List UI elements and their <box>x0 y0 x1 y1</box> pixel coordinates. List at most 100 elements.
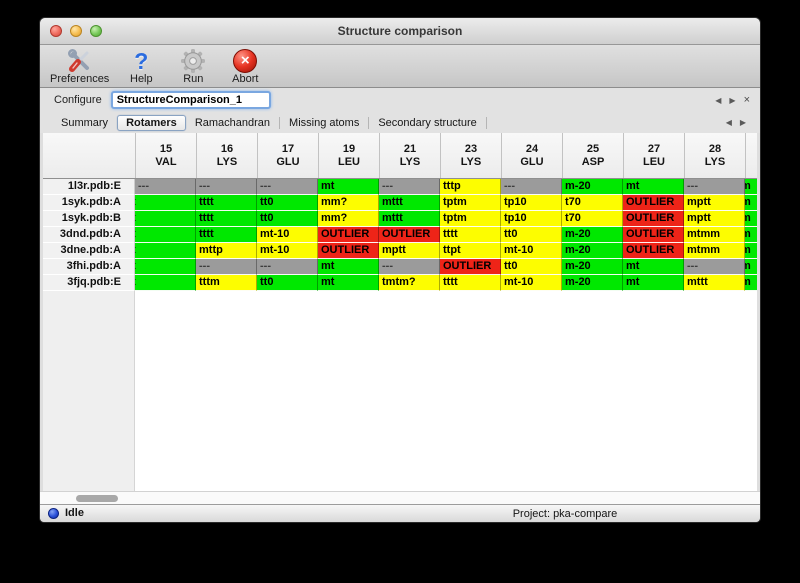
tab-ramachandran[interactable]: Ramachandran <box>194 116 271 129</box>
table-cell[interactable]: mttt <box>379 195 440 211</box>
row-label[interactable]: 3fjq.pdb:E <box>43 275 135 291</box>
header-cell-24[interactable]: 24 GLU <box>501 133 562 178</box>
table-cell[interactable]: --- <box>684 259 745 275</box>
table-cell[interactable]: mptt <box>379 243 440 259</box>
table-cell[interactable]: mt <box>318 259 379 275</box>
preferences-button[interactable]: Preferences <box>50 47 109 85</box>
header-cell-17[interactable]: 17 GLU <box>257 133 318 178</box>
table-cell[interactable]: t <box>135 243 196 259</box>
table-cell[interactable]: ttpt <box>440 243 501 259</box>
tab-scroll-left-icon[interactable]: ◀ <box>725 118 732 127</box>
table-cell-partial[interactable]: m <box>745 211 757 227</box>
table-cell[interactable]: tp10 <box>501 195 562 211</box>
close-configuration-icon[interactable]: × <box>743 94 750 106</box>
table-cell[interactable]: mt <box>318 275 379 291</box>
table-cell[interactable]: t70 <box>562 195 623 211</box>
table-cell-partial[interactable]: m <box>745 275 757 291</box>
table-cell[interactable]: --- <box>196 259 257 275</box>
table-cell[interactable]: m-20 <box>562 243 623 259</box>
table-cell[interactable]: OUTLIER <box>623 195 684 211</box>
table-cell[interactable]: mptt <box>684 211 745 227</box>
horizontal-scrollbar[interactable] <box>40 491 760 504</box>
table-cell[interactable]: OUTLIER <box>318 243 379 259</box>
help-button[interactable]: ? Help <box>121 47 161 85</box>
table-cell[interactable]: mttt <box>379 211 440 227</box>
table-cell[interactable]: tttt <box>196 211 257 227</box>
table-cell[interactable]: t <box>135 259 196 275</box>
header-cell-23[interactable]: 23 LYS <box>440 133 501 178</box>
minimize-button[interactable] <box>70 25 82 37</box>
table-cell[interactable]: mt <box>318 179 379 195</box>
tab-secondary-structure[interactable]: Secondary structure <box>378 116 477 129</box>
table-cell[interactable]: mt-10 <box>257 243 318 259</box>
table-cell[interactable]: --- <box>501 179 562 195</box>
abort-button[interactable]: × Abort <box>225 47 265 85</box>
table-cell[interactable]: mtmm <box>684 243 745 259</box>
table-cell[interactable]: OUTLIER <box>318 227 379 243</box>
table-cell[interactable]: tmtm? <box>379 275 440 291</box>
table-cell[interactable]: tttt <box>196 195 257 211</box>
table-cell[interactable]: mt <box>623 259 684 275</box>
header-cell-19[interactable]: 19 LEU <box>318 133 379 178</box>
table-cell-partial[interactable]: m <box>745 227 757 243</box>
table-cell[interactable]: --- <box>257 179 318 195</box>
table-cell[interactable]: mt-10 <box>257 227 318 243</box>
run-button[interactable]: Run <box>173 47 213 85</box>
table-cell[interactable]: t <box>135 275 196 291</box>
table-cell[interactable]: tttm <box>196 275 257 291</box>
table-cell[interactable]: tptm <box>440 195 501 211</box>
table-cell[interactable]: mt-10 <box>501 243 562 259</box>
table-cell[interactable]: tt0 <box>501 259 562 275</box>
table-cell-partial[interactable]: m <box>745 179 757 195</box>
table-cell[interactable]: OUTLIER <box>623 227 684 243</box>
table-cell[interactable]: --- <box>135 179 196 195</box>
table-cell-partial[interactable]: m <box>745 243 757 259</box>
table-cell[interactable]: m-20 <box>562 227 623 243</box>
header-cell-21[interactable]: 21 LYS <box>379 133 440 178</box>
close-button[interactable] <box>50 25 62 37</box>
table-cell[interactable]: tttt <box>440 275 501 291</box>
table-cell[interactable]: tttt <box>440 227 501 243</box>
table-cell[interactable]: --- <box>684 179 745 195</box>
table-cell[interactable]: --- <box>257 259 318 275</box>
table-cell[interactable]: mttp <box>196 243 257 259</box>
table-cell[interactable]: OUTLIER <box>379 227 440 243</box>
tab-rotamers[interactable]: Rotamers <box>117 114 186 131</box>
tab-summary[interactable]: Summary <box>61 116 109 129</box>
table-cell[interactable]: t <box>135 195 196 211</box>
table-cell[interactable]: t70 <box>562 211 623 227</box>
table-cell[interactable]: mt <box>623 275 684 291</box>
table-cell[interactable]: mt-10 <box>501 275 562 291</box>
row-label[interactable]: 3fhi.pdb:A <box>43 259 135 275</box>
table-cell[interactable]: OUTLIER <box>623 211 684 227</box>
header-cell-15[interactable]: 15 VAL <box>135 133 196 178</box>
table-cell[interactable]: mttt <box>684 275 745 291</box>
table-cell[interactable]: mm? <box>318 211 379 227</box>
tab-missing-atoms[interactable]: Missing atoms <box>289 116 360 129</box>
table-cell[interactable]: OUTLIER <box>623 243 684 259</box>
table-cell[interactable]: tptm <box>440 211 501 227</box>
table-cell[interactable]: tt0 <box>501 227 562 243</box>
table-cell[interactable]: m-20 <box>562 179 623 195</box>
table-cell[interactable]: m-20 <box>562 259 623 275</box>
header-cell-28[interactable]: 28 LYS <box>684 133 745 178</box>
table-cell[interactable]: tt0 <box>257 211 318 227</box>
row-label[interactable]: 1l3r.pdb:E <box>43 179 135 195</box>
header-cell-25[interactable]: 25 ASP <box>562 133 623 178</box>
scrollbar-thumb[interactable] <box>76 495 118 502</box>
table-cell[interactable]: mt <box>623 179 684 195</box>
table-cell[interactable]: mtmm <box>684 227 745 243</box>
table-cell[interactable]: tp10 <box>501 211 562 227</box>
title-bar[interactable]: Structure comparison <box>40 18 760 45</box>
configuration-name-input[interactable] <box>110 91 271 109</box>
row-label[interactable]: 3dne.pdb:A <box>43 243 135 259</box>
header-cell-27[interactable]: 27 LEU <box>623 133 684 178</box>
zoom-button[interactable] <box>90 25 102 37</box>
table-cell[interactable]: tttt <box>196 227 257 243</box>
row-label[interactable]: 1syk.pdb:B <box>43 211 135 227</box>
table-cell[interactable]: tt0 <box>257 195 318 211</box>
header-cell-16[interactable]: 16 LYS <box>196 133 257 178</box>
table-cell[interactable]: t <box>135 211 196 227</box>
next-configuration-icon[interactable]: ▶ <box>729 95 736 105</box>
table-cell[interactable]: t <box>135 227 196 243</box>
